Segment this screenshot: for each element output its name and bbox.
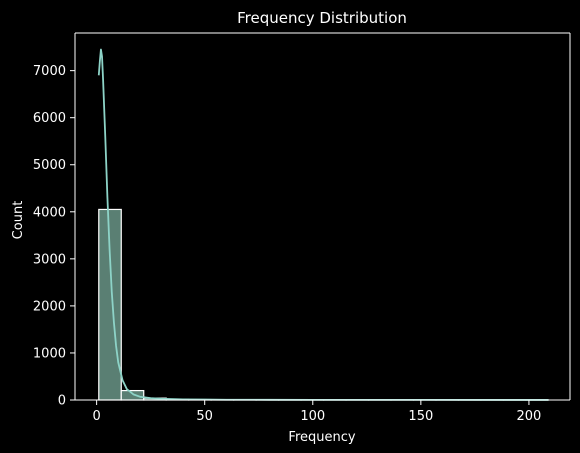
kde-line [97,48,549,401]
chart-title: Frequency Distribution [237,9,407,27]
histogram-bar [98,208,122,401]
histogram-bar [120,389,145,401]
y-tick-label: 2000 [33,299,66,314]
ticks-layer: 0 50 100 150 2000100020003000400050006000700… [33,64,541,424]
y-tick-label: 4000 [33,205,66,220]
bars-layer [98,208,549,401]
y-tick-label: 0 [58,394,66,409]
kde-layer [97,48,549,401]
axes-layer [74,32,571,401]
y-axis-title: Count [11,201,26,240]
y-tick-label: 7000 [33,64,66,79]
x-tick-label: 50 [196,409,213,424]
x-tick-label: 0 [92,409,100,424]
x-tick-label: 100 [300,409,325,424]
y-tick-label: 6000 [33,111,66,126]
y-tick-label: 3000 [33,252,66,267]
x-tick-label: 200 [517,409,542,424]
y-tick-label: 1000 [33,346,66,361]
x-axis-title: Frequency [288,430,355,445]
x-tick-label: 150 [408,409,433,424]
y-tick-label: 5000 [33,158,66,173]
